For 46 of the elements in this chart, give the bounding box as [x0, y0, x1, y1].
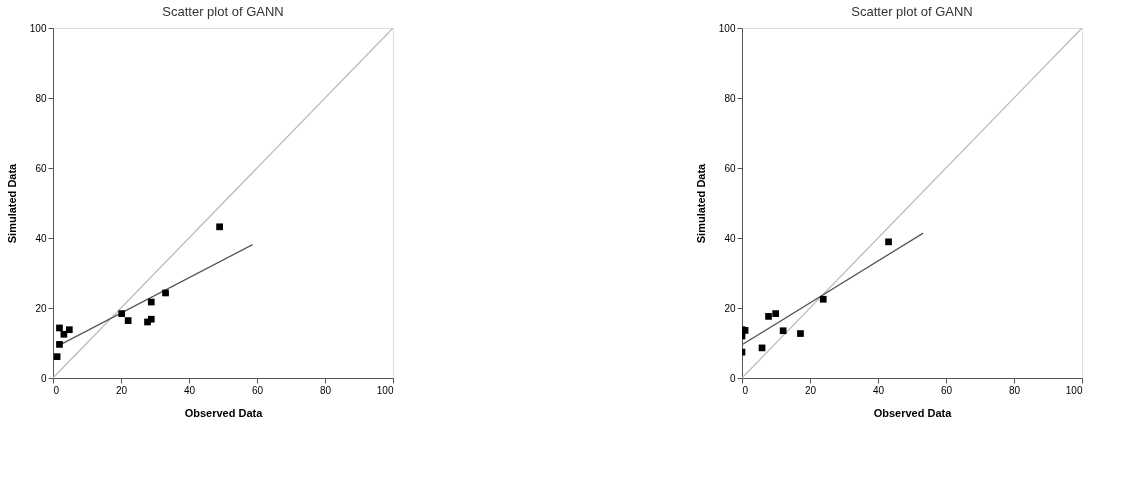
- y-tick-label: 40: [724, 232, 736, 244]
- x-tick-label: 60: [251, 384, 264, 396]
- point: [779, 327, 787, 335]
- point: [56, 341, 63, 348]
- chart-title: Scatter plot of GANN: [851, 4, 973, 19]
- y-tick-label: 80: [35, 92, 47, 104]
- y-tick-label: 20: [35, 302, 47, 314]
- point: [772, 310, 780, 317]
- y-tick-label: 100: [29, 22, 47, 34]
- x-tick-label: 60: [940, 384, 953, 396]
- point: [53, 353, 61, 360]
- y-tick-label: 0: [729, 372, 736, 384]
- x-tick-label: 20: [804, 384, 817, 396]
- x-tick-label: 80: [319, 384, 332, 396]
- point: [797, 330, 804, 337]
- x-tick-label: 0: [742, 384, 749, 396]
- point: [118, 310, 126, 317]
- point: [65, 326, 73, 334]
- point: [216, 223, 223, 231]
- point: [162, 289, 169, 297]
- y-axis-title: Simulated Data: [694, 162, 707, 244]
- point: [885, 238, 892, 246]
- point: [56, 324, 63, 332]
- y-tick-label: 40: [35, 232, 47, 244]
- x-tick-label: 40: [183, 384, 196, 396]
- x-tick-label: 80: [1008, 384, 1021, 396]
- y-tick-label: 20: [724, 302, 736, 314]
- point: [819, 295, 827, 303]
- point: [124, 317, 132, 324]
- y-tick-label: 0: [40, 372, 47, 384]
- x-tick-label: 100: [376, 384, 394, 396]
- x-tick-label: 40: [872, 384, 885, 396]
- x-tick-label: 20: [115, 384, 128, 396]
- y-tick-label: 80: [724, 92, 736, 104]
- x-axis-title: Observed Data: [184, 406, 264, 419]
- y-tick-label: 100: [718, 22, 736, 34]
- chart-title: Scatter plot of GANN: [162, 4, 284, 19]
- x-tick-label: 100: [1065, 384, 1083, 396]
- y-tick-label: 60: [724, 162, 736, 174]
- point: [765, 313, 772, 320]
- point: [147, 315, 155, 323]
- y-tick-label: 60: [35, 162, 47, 174]
- x-axis-title: Observed Data: [873, 406, 953, 419]
- point: [147, 298, 155, 306]
- y-axis-title: Simulated Data: [5, 162, 18, 244]
- x-tick-label: 0: [53, 384, 60, 396]
